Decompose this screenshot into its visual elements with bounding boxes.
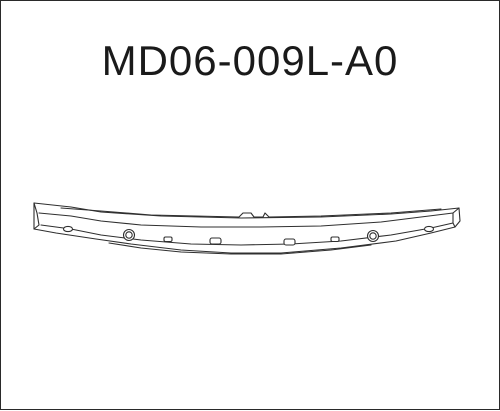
mount-hole	[423, 225, 435, 233]
bar-inner-face	[38, 212, 454, 228]
bar-lower-contour	[40, 222, 454, 246]
part-number-title: MD06-009L-A0	[101, 37, 399, 84]
bar-top-flange	[60, 207, 442, 218]
mount-hole	[125, 231, 133, 239]
bar-outline	[33, 202, 461, 254]
mount-hole	[369, 232, 377, 240]
mount-slot	[330, 236, 340, 243]
mount-hole	[122, 228, 136, 242]
bar-right-end	[452, 207, 460, 228]
bar-bottom-lip	[108, 242, 372, 255]
mount-slot	[209, 237, 222, 245]
mount-slot	[163, 236, 173, 243]
mount-slot	[283, 238, 296, 246]
bar-left-end	[33, 202, 40, 230]
mount-hole	[366, 229, 380, 243]
mount-hole	[62, 225, 74, 233]
